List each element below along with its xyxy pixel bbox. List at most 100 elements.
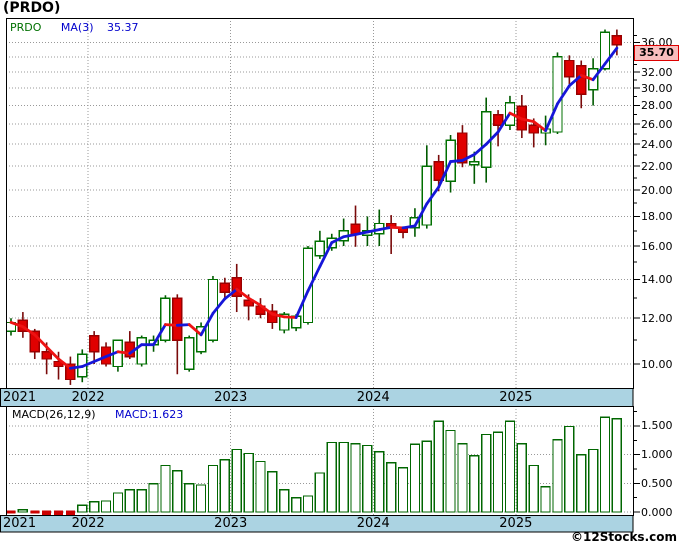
macd-bar-negative bbox=[6, 510, 16, 514]
macd-bar bbox=[148, 483, 159, 513]
macd-bar bbox=[386, 461, 397, 513]
macd-bar bbox=[481, 433, 492, 513]
macd-bar bbox=[599, 416, 611, 513]
ma-line-segment bbox=[223, 287, 239, 301]
ma-line-segment bbox=[69, 365, 84, 370]
candle-body bbox=[469, 160, 480, 166]
macd-bar-negative bbox=[65, 510, 75, 515]
ma-line-segment bbox=[152, 323, 167, 347]
macd-bar bbox=[89, 501, 100, 513]
price-tick-label: 16.00 bbox=[641, 239, 673, 253]
candle-body bbox=[41, 351, 52, 360]
candle-body bbox=[314, 240, 326, 257]
price-tick-label: 18.00 bbox=[641, 209, 673, 223]
macd-bar bbox=[397, 467, 409, 513]
candle-body bbox=[564, 59, 575, 78]
ma-line-segment bbox=[235, 287, 251, 300]
ma-line-segment bbox=[21, 325, 37, 337]
year-label: 2024 bbox=[356, 516, 390, 531]
macd-bar bbox=[504, 420, 516, 513]
ma-line-segment bbox=[437, 160, 452, 189]
ma-line-segment bbox=[80, 360, 96, 368]
macd-bar bbox=[492, 431, 504, 513]
candle-body bbox=[433, 160, 444, 181]
legend-ma-value: 35.37 bbox=[107, 21, 139, 34]
macd-bar bbox=[17, 509, 29, 513]
macd-bar bbox=[112, 492, 124, 513]
ma-line-segment bbox=[116, 350, 132, 355]
macd-bar bbox=[564, 425, 575, 513]
candle-body bbox=[219, 282, 231, 294]
ma-line-segment bbox=[556, 84, 571, 106]
macd-tick-label: 1.500 bbox=[641, 419, 673, 433]
ma-line-segment bbox=[175, 323, 191, 327]
macd-bar-negative bbox=[54, 510, 64, 515]
price-tick-label: 28.00 bbox=[641, 99, 673, 113]
macd-bar bbox=[184, 483, 195, 513]
ma-line-segment bbox=[306, 265, 322, 293]
candle-body bbox=[160, 297, 171, 341]
ma-line-segment bbox=[187, 323, 203, 337]
price-tick-label: 12.00 bbox=[641, 311, 673, 325]
macd-bar bbox=[195, 484, 207, 513]
year-label: 2025 bbox=[499, 390, 533, 405]
ma-line-segment bbox=[425, 185, 441, 206]
year-label: 2022 bbox=[71, 516, 105, 531]
macd-bar bbox=[255, 460, 266, 513]
ma-line-segment bbox=[520, 117, 536, 123]
ma-line-segment bbox=[270, 312, 286, 319]
candle-body bbox=[136, 337, 147, 365]
chart-legend: PRDO MA(3) 35.37 bbox=[10, 21, 139, 34]
price-tick-label: 20.00 bbox=[641, 183, 673, 197]
macd-bar bbox=[231, 448, 242, 513]
macd-bar bbox=[409, 443, 421, 513]
candle-body bbox=[552, 56, 563, 133]
candle-body bbox=[492, 113, 504, 126]
macd-tick-label: 0.500 bbox=[641, 476, 673, 490]
price-tick-label: 26.00 bbox=[641, 117, 673, 131]
ma-line-segment bbox=[211, 297, 227, 315]
ma-line-segment bbox=[567, 74, 583, 88]
macd-tick-label: 1.000 bbox=[641, 448, 673, 462]
macd-value-label: MACD:1.623 bbox=[115, 408, 184, 421]
ma-line-segment bbox=[401, 224, 417, 230]
candle-body bbox=[172, 297, 183, 341]
year-label: 2022 bbox=[71, 390, 105, 405]
candle-body bbox=[421, 165, 432, 226]
macd-bar bbox=[160, 464, 171, 513]
macd-bar bbox=[469, 455, 480, 513]
macd-bar bbox=[433, 420, 444, 513]
ma-line-segment bbox=[591, 62, 607, 82]
ma-line-segment bbox=[57, 357, 72, 370]
ma-line-segment bbox=[449, 159, 464, 163]
macd-legend: MACD(26,12,9) MACD:1.623 bbox=[12, 408, 183, 421]
ma-line-segment bbox=[282, 315, 298, 319]
price-tick-label: 10.00 bbox=[641, 357, 673, 371]
ma-line-segment bbox=[92, 355, 108, 363]
ma-line-segment bbox=[9, 321, 25, 329]
ma-line-segment bbox=[342, 233, 357, 239]
legend-symbol: PRDO bbox=[10, 21, 42, 34]
macd-bar bbox=[172, 470, 183, 513]
macd-bar bbox=[243, 452, 254, 513]
ma-line-segment bbox=[330, 235, 346, 245]
macd-bar bbox=[100, 500, 112, 513]
ma-line-segment bbox=[318, 241, 334, 268]
macd-tick-label: 0.000 bbox=[641, 505, 673, 519]
macd-bar bbox=[338, 441, 349, 513]
ma-line-segment bbox=[413, 202, 429, 228]
macd-bar bbox=[552, 439, 563, 513]
ma-line-segment bbox=[484, 130, 500, 146]
ma-line-segment bbox=[377, 225, 393, 231]
macd-bar-negative bbox=[42, 510, 52, 515]
ma-line-segment bbox=[33, 333, 49, 349]
ma-line-segment bbox=[259, 303, 274, 316]
macd-bar bbox=[267, 471, 278, 513]
candle-body bbox=[231, 277, 242, 297]
price-tick-label: 30.00 bbox=[641, 81, 673, 95]
ma-line-segment bbox=[496, 111, 512, 134]
macd-bar bbox=[587, 448, 599, 513]
macd-bar bbox=[77, 504, 88, 513]
